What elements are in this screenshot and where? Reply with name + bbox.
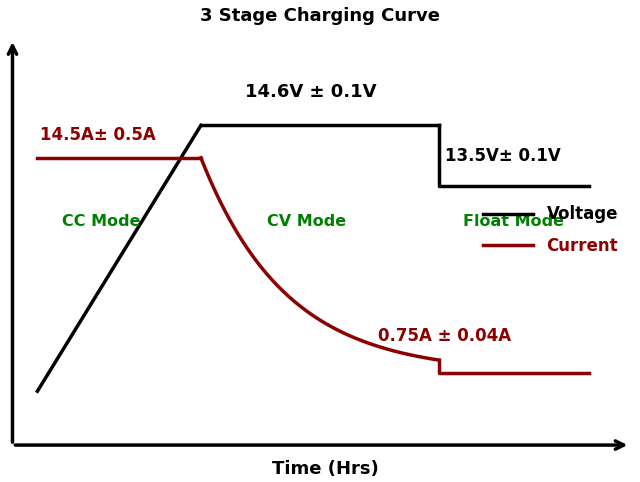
Text: CV Mode: CV Mode — [267, 214, 346, 229]
Text: Float Mode: Float Mode — [463, 214, 564, 229]
Text: 14.6V ± 0.1V: 14.6V ± 0.1V — [245, 83, 377, 101]
Text: 0.75A ± 0.04A: 0.75A ± 0.04A — [378, 327, 511, 345]
Legend: Voltage, Current: Voltage, Current — [476, 199, 625, 261]
Text: 13.5V± 0.1V: 13.5V± 0.1V — [445, 147, 561, 165]
Text: Time (Hrs): Time (Hrs) — [272, 460, 379, 478]
Text: 14.5A± 0.5A: 14.5A± 0.5A — [40, 126, 156, 144]
Title: 3 Stage Charging Curve: 3 Stage Charging Curve — [200, 7, 440, 25]
Text: CC Mode: CC Mode — [62, 214, 140, 229]
